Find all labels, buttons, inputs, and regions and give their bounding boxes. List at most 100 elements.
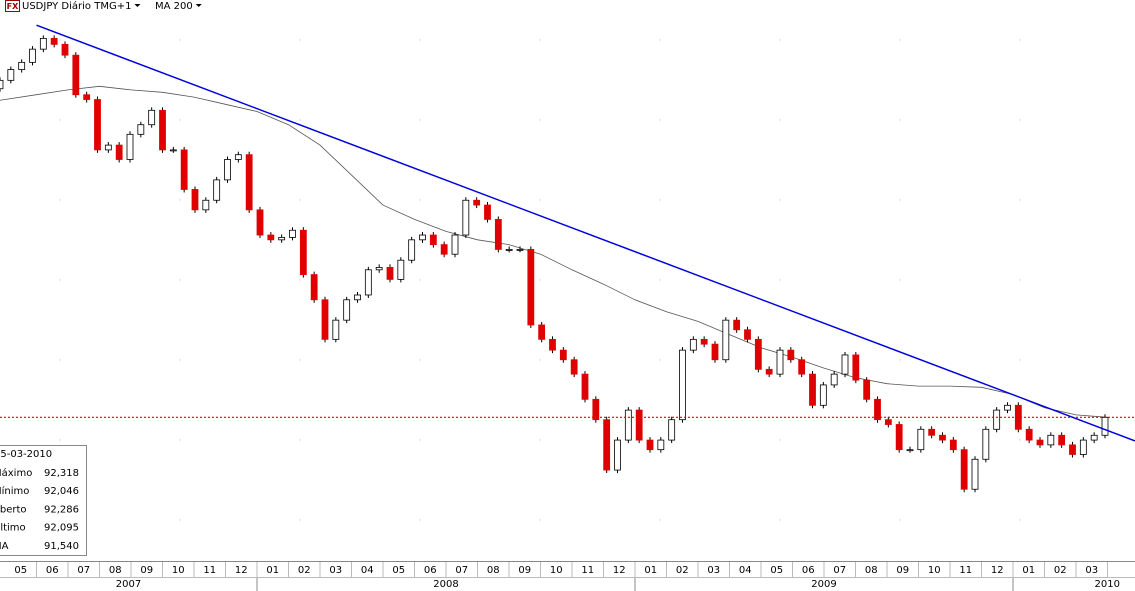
candle [7,69,15,81]
candle [592,398,600,421]
candle [570,359,578,375]
grid-dot [899,119,901,121]
candle [1036,439,1044,446]
grid-dot [299,519,301,521]
grid-dot [539,439,541,441]
candle [310,274,318,301]
info-box-frame [0,445,87,556]
candle [928,428,936,436]
candle [39,37,47,50]
candle [874,398,881,421]
year-label: 2009 [811,579,836,590]
candle [754,338,762,370]
dropdown-arrow [134,4,141,7]
candle [581,373,589,400]
candle [1058,434,1066,446]
grid-dot [659,119,661,121]
info-box: 15-03-2010 Máximo 92,318 Mínimo 92,046 Aberto… [0,445,87,556]
grid-dot [899,359,901,361]
candle [1090,434,1098,441]
month-label: 04 [739,565,752,576]
grid-dot [179,279,181,281]
month-label: 03 [329,565,342,576]
candle [115,144,123,160]
grid-dot [59,199,61,201]
grid-dot [899,199,901,201]
info-label: Aberto [0,504,27,515]
grid-dot [1019,119,1021,121]
grid-dot [779,119,781,121]
month-label: 05 [770,565,783,576]
grid-dot [659,199,661,201]
month-label: 10 [550,565,563,576]
candle [289,229,296,238]
x-axis: 05 06 07 08 09 10 11 12 01 02 03 04 05 06 07 08 09 10 11 12… [0,561,1135,591]
grid-dot [539,359,541,361]
month-label: 06 [802,565,815,576]
month-label: 08 [865,565,878,576]
candle [462,199,470,236]
grid-dot [539,279,541,281]
grid-dot [419,439,421,441]
candle [830,373,838,386]
grid-dot [539,519,541,521]
candle [180,149,188,190]
grid-dot [419,199,421,201]
candle [386,267,394,280]
candle [809,373,816,406]
grid-dot [659,359,661,361]
plot-area [0,24,1135,521]
info-value: 92,286 [44,504,79,515]
grid-dot [299,439,301,441]
candle [505,249,513,251]
info-value: 91,540 [44,541,79,552]
grid-dot [539,39,541,41]
month-label: 10 [172,565,185,576]
grid-dot [419,119,421,121]
grid-dot [779,439,781,441]
candle [776,349,784,375]
grid-dot [59,279,61,281]
candle [798,359,806,375]
candle [689,338,697,351]
candle [819,384,827,406]
candle [884,419,892,425]
candle [852,354,860,381]
candle [668,419,676,441]
month-label: 12 [235,565,248,576]
month-label: 05 [14,565,27,576]
year-label: 2008 [433,579,458,590]
grid-dot [299,359,301,361]
candle [494,219,502,250]
candle [549,338,556,351]
candle [484,204,491,220]
candle [993,409,1001,430]
candle [1069,444,1076,455]
grid-dot [179,39,181,41]
info-label: Mínimo [0,485,29,497]
info-value: 92,046 [44,486,79,497]
grid-dot [59,119,61,121]
grid-dot [299,279,301,281]
candle [278,237,286,241]
candle [603,419,611,471]
month-label: 11 [203,565,216,576]
grid-dot [419,359,421,361]
year-label: 2010 [1095,579,1120,590]
candle [722,319,730,361]
candle [299,229,307,276]
candle [267,234,275,241]
chart-title[interactable]: USDJPY Diário TMG+1 [22,0,131,12]
candle [202,199,210,211]
candle [744,329,751,340]
candle [711,343,719,361]
candle [191,189,199,211]
month-label: 11 [959,565,972,576]
candle [94,99,101,151]
indicator-label[interactable]: MA 200 [155,1,193,12]
candle [863,379,871,400]
month-label: 05 [392,565,405,576]
year-label: 2007 [116,579,141,590]
month-label: 08 [487,565,500,576]
